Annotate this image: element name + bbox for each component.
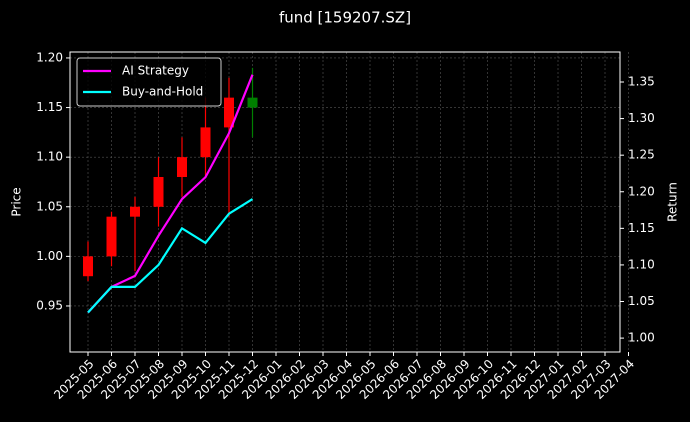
y-tick-label: 0.95 [36,298,63,312]
candle-body [200,127,211,158]
legend-box [76,57,222,107]
y2-tick-label: 1.05 [628,294,655,308]
y-axis-label: Price [10,187,24,216]
line-series [87,74,254,314]
candle-body [153,177,164,207]
y2-tick-label: 1.30 [628,111,655,125]
y-tick-label: 1.10 [36,150,63,164]
legend: AI Strategy Buy-and-Hold [76,57,222,107]
y2-tick-label: 1.25 [628,148,655,162]
line-series [87,198,254,314]
y2-axis-label: Return [666,182,680,222]
chart-title: fund [159207.SZ] [279,9,411,27]
candle-body [130,206,140,217]
y-tick-label: 1.00 [36,249,63,263]
y2-tick-label: 1.35 [628,75,655,89]
legend-label: Buy-and-Hold [122,85,203,99]
y2-tick-label: 1.20 [628,184,655,198]
candle-body [177,157,187,177]
y2-tick-label: 1.00 [628,331,655,345]
candle-body [106,216,117,257]
candle-body [83,256,93,277]
y2-tick-label: 1.10 [628,257,655,271]
candle-body [224,97,234,128]
y2-tick-label: 1.15 [628,221,655,235]
y-tick-label: 1.05 [36,199,63,213]
y-tick-label: 1.20 [36,50,63,64]
plot-frame [69,51,621,353]
y-tick-label: 1.15 [36,100,63,114]
legend-label: AI Strategy [122,64,189,78]
candle-body [247,97,258,108]
